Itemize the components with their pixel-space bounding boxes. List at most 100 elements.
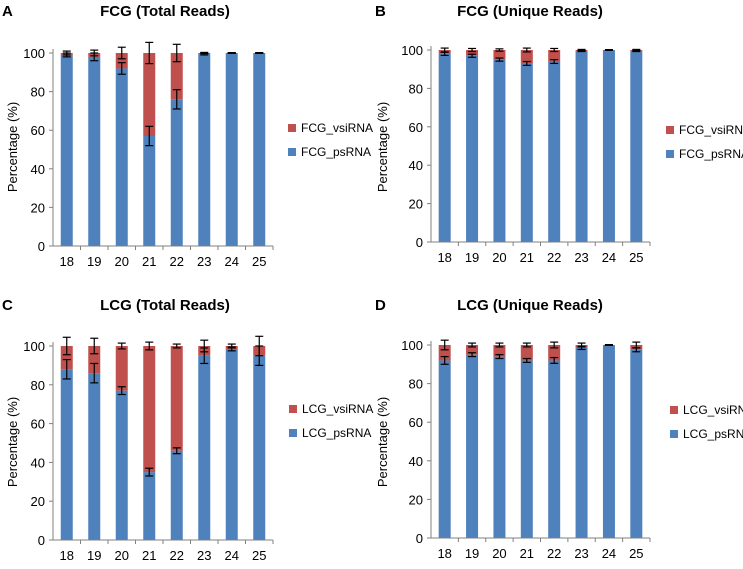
bar-lcg-psrna xyxy=(548,360,561,538)
bar-group xyxy=(60,41,266,247)
bar-lcg-psrna xyxy=(575,347,588,538)
bar-lcg-psrna xyxy=(170,450,183,540)
x-tick-label: 23 xyxy=(574,250,588,265)
axes xyxy=(427,46,651,246)
bar-lcg-psrna xyxy=(438,360,451,538)
bar-fcg-psrna xyxy=(493,59,506,242)
x-tick-label: 23 xyxy=(574,546,588,561)
x-tick-label: 25 xyxy=(252,254,266,269)
bar-fcg-psrna xyxy=(143,135,156,246)
x-tick-label: 20 xyxy=(492,546,506,561)
y-tick-label: 100 xyxy=(401,338,423,353)
panel-a: A FCG (Total Reads) Percentage (%) 0 20 40… xyxy=(2,3,373,269)
axes xyxy=(49,49,274,250)
legend: LCG_vsiRNA LCG_psRNA xyxy=(289,402,373,440)
x-tick-label: 23 xyxy=(197,254,211,269)
x-tick-label: 24 xyxy=(602,546,616,561)
legend-swatch-psrna xyxy=(666,150,674,158)
tick-labels: 0 20 40 60 80 100 18 19 20 21 22 23 24 25 xyxy=(401,338,643,561)
x-tick-label: 24 xyxy=(602,250,616,265)
x-tick-label: 19 xyxy=(87,254,101,269)
bar-lcg-psrna xyxy=(520,360,533,538)
y-tick-label: 80 xyxy=(409,377,423,392)
x-tick-label: 19 xyxy=(465,546,479,561)
x-tick-label: 25 xyxy=(252,548,266,563)
bar-group xyxy=(438,339,643,538)
y-axis-label: Percentage (%) xyxy=(375,397,390,487)
x-tick-label: 20 xyxy=(492,250,506,265)
x-tick-label: 25 xyxy=(629,546,643,561)
chart-title: LCG (Unique Reads) xyxy=(457,297,603,314)
bar-fcg-psrna xyxy=(253,53,266,246)
bar-lcg-vsirna xyxy=(466,345,479,355)
legend: FCG_vsiRNA FCG_psRNA xyxy=(288,121,373,159)
bar-lcg-vsirna xyxy=(493,345,506,357)
bar-fcg-vsirna xyxy=(493,50,506,60)
bar-fcg-psrna xyxy=(115,68,128,246)
x-tick-label: 21 xyxy=(520,250,534,265)
legend-swatch-psrna xyxy=(289,429,297,437)
y-tick-label: 20 xyxy=(31,200,45,215)
legend-label-psrna: LCG_psRNA xyxy=(683,427,743,441)
bar-lcg-vsirna xyxy=(170,346,183,451)
y-tick-label: 80 xyxy=(31,378,45,393)
bar-fcg-vsirna xyxy=(548,50,561,62)
bar-lcg-vsirna xyxy=(115,346,128,391)
bar-fcg-psrna xyxy=(466,55,479,243)
x-tick-label: 21 xyxy=(142,548,156,563)
y-axis-label: Percentage (%) xyxy=(5,397,20,487)
panel-letter: B xyxy=(375,3,386,20)
y-tick-label: 80 xyxy=(409,81,423,96)
legend-swatch-vsirna xyxy=(666,126,674,134)
axes xyxy=(427,341,651,542)
y-tick-label: 20 xyxy=(31,494,45,509)
x-tick-label: 18 xyxy=(437,250,451,265)
bar-fcg-vsirna xyxy=(115,53,128,69)
x-tick-label: 24 xyxy=(225,254,239,269)
panel-d: D LCG (Unique Reads) Percentage (%) 0 20 4… xyxy=(375,297,743,561)
legend-label-vsirna: FCG_vsiRNA xyxy=(679,123,743,137)
legend-label-vsirna: FCG_vsiRNA xyxy=(301,121,373,135)
bar-fcg-vsirna xyxy=(170,53,183,100)
legend-swatch-vsirna xyxy=(670,406,678,414)
panel-c: C LCG (Total Reads) Percentage (%) 0 20 40… xyxy=(2,297,373,563)
legend-swatch-vsirna xyxy=(289,405,297,413)
bar-lcg-psrna xyxy=(466,354,479,538)
bar-fcg-psrna xyxy=(602,50,615,242)
y-tick-label: 60 xyxy=(409,120,423,135)
bar-lcg-psrna xyxy=(143,472,156,540)
x-tick-label: 20 xyxy=(115,254,129,269)
y-tick-label: 80 xyxy=(31,85,45,100)
chart-title: FCG (Total Reads) xyxy=(100,3,230,20)
x-tick-label: 18 xyxy=(437,546,451,561)
y-axis-label: Percentage (%) xyxy=(375,102,390,192)
x-tick-label: 21 xyxy=(142,254,156,269)
panel-letter: D xyxy=(375,297,386,314)
panel-letter: A xyxy=(2,3,13,20)
x-tick-label: 21 xyxy=(520,546,534,561)
legend-label-vsirna: LCG_vsiRNA xyxy=(302,402,373,416)
y-tick-label: 100 xyxy=(401,43,423,58)
chart-title: FCG (Unique Reads) xyxy=(457,3,603,20)
y-tick-label: 0 xyxy=(416,531,423,546)
bar-fcg-psrna xyxy=(198,53,211,247)
x-tick-label: 19 xyxy=(465,250,479,265)
bar-fcg-psrna xyxy=(520,63,533,242)
legend-label-psrna: FCG_psRNA xyxy=(679,147,743,161)
axes xyxy=(49,342,274,544)
panel-b: B FCG (Unique Reads) Percentage (%) 0 20 4… xyxy=(375,3,743,265)
legend-swatch-vsirna xyxy=(288,124,296,132)
x-tick-label: 22 xyxy=(547,546,561,561)
x-tick-label: 22 xyxy=(170,548,184,563)
bar-lcg-psrna xyxy=(198,355,211,540)
bar-lcg-psrna xyxy=(630,349,643,538)
x-tick-label: 25 xyxy=(629,250,643,265)
bar-fcg-psrna xyxy=(438,53,451,243)
tick-labels: 0 20 40 60 80 100 18 19 20 21 22 23 24 25 xyxy=(23,339,266,563)
legend: FCG_vsiRNA FCG_psRNA xyxy=(666,123,743,161)
y-tick-label: 0 xyxy=(38,533,45,548)
x-tick-label: 24 xyxy=(225,548,239,563)
bar-fcg-psrna xyxy=(575,50,588,243)
bar-fcg-psrna xyxy=(225,53,238,246)
